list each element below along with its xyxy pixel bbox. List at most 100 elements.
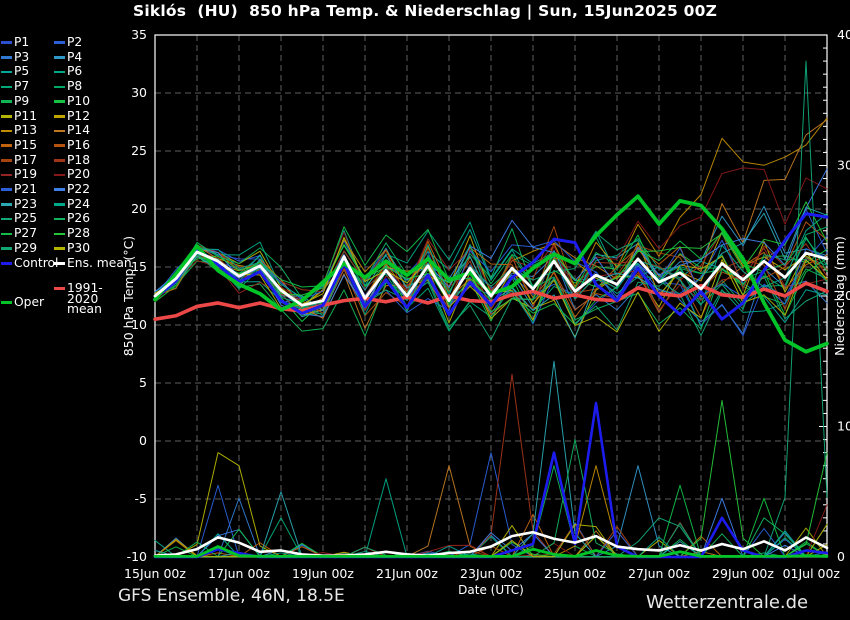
y-right-tick-label: 0 (837, 549, 845, 564)
legend-item-p25: P25 (1, 212, 37, 226)
legend-item-p6: P6 (54, 65, 82, 79)
legend-item-label: P28 (67, 226, 91, 241)
legend-line-swatch (54, 159, 65, 162)
legend-line-swatch (1, 70, 12, 74)
legend-item-p28: P28 (54, 227, 90, 241)
y-right-tick-label: 20 (837, 288, 850, 303)
legend-item-p9: P9 (1, 93, 30, 109)
ensemble-member-temp-line (154, 221, 828, 328)
legend-item-label: P1 (14, 35, 30, 49)
legend-line-swatch (1, 301, 12, 304)
legend-item-p29: P29 (1, 241, 37, 256)
y-left-tick-label: -5 (135, 491, 147, 506)
x-tick-label: 27Jun 00z (628, 566, 690, 581)
legend-item-label: P20 (67, 167, 91, 182)
x-axis-title: Date (UTC) (458, 583, 524, 597)
legend-line-swatch (54, 85, 65, 89)
legend-line-swatch (54, 287, 65, 290)
legend-item-oper: Oper (1, 296, 44, 310)
legend-item-label: P8 (67, 79, 83, 94)
legend-line-swatch (1, 56, 12, 59)
legend-line-swatch (1, 144, 12, 147)
legend-line-swatch (1, 114, 12, 118)
x-tick-label: 25Jun 00z (544, 566, 606, 581)
y-left-tick-label: 25 (131, 143, 147, 158)
legend-item-label: P6 (67, 64, 83, 79)
legend-line-swatch (1, 129, 12, 133)
legend-item-p15: P15 (1, 137, 38, 153)
legend-item-p19: P19 (1, 168, 37, 182)
legend-item-label: P27 (14, 226, 38, 241)
legend-item-label: P24 (67, 196, 91, 211)
legend-line-swatch (54, 203, 65, 206)
y-left-tick-label: -10 (127, 549, 147, 564)
legend-item-p13: P13 (1, 124, 37, 138)
oper-precip-line (153, 545, 829, 558)
legend-item-p2: P2 (54, 36, 82, 50)
ensemble-member-temp-line (154, 240, 828, 338)
legend-line-swatch (1, 159, 12, 162)
legend-item-p18: P18 (54, 152, 91, 168)
legend-item-label: Control (14, 256, 59, 270)
legend-line-swatch (54, 114, 65, 118)
legend-item-p3: P3 (1, 49, 30, 65)
model-info-label: GFS Ensemble, 46N, 18.5E (118, 586, 345, 606)
legend-item-label: P15 (14, 137, 38, 152)
legend-item-label: P12 (67, 108, 91, 123)
legend-line-swatch (1, 232, 12, 236)
legend-line-swatch (54, 144, 65, 147)
y-left-tick-label: 5 (139, 375, 147, 390)
legend-item-p16: P16 (54, 138, 90, 153)
y-left-tick-label: 20 (131, 201, 147, 216)
legend-line-swatch (54, 100, 65, 103)
site-credit-label: Wetterzentrale.de (646, 592, 809, 613)
legend-item-label: P18 (67, 152, 91, 167)
legend-line-swatch (1, 188, 12, 191)
legend-item-p22: P22 (54, 183, 90, 197)
legend-item-p24: P24 (54, 196, 91, 212)
legend-item-label: P2 (67, 35, 83, 49)
legend-line-swatch (1, 203, 12, 206)
legend-line-swatch (1, 217, 12, 221)
legend-item-label: P25 (14, 211, 38, 226)
legend-item-p17: P17 (1, 152, 38, 168)
legend-item-p5: P5 (1, 65, 29, 79)
legend-item-p11: P11 (1, 109, 37, 124)
legend-item-p10: P10 (54, 94, 90, 109)
legend-item-label: Ens. mean (67, 256, 132, 270)
x-tick-label: 01Jul 00z (783, 566, 841, 581)
legend-item-label: P9 (14, 93, 30, 108)
legend-item-label: P17 (14, 152, 38, 167)
legend-line-swatch (54, 188, 65, 191)
ensemble-legend: P1 P2 P3 P4 P5 P6 P7 P8 P9 P10 P11 P12 P13 P14 P15 P16 P… (0, 0, 152, 620)
legend-item-label: P7 (14, 79, 30, 94)
legend-item-label: P14 (67, 123, 91, 138)
legend-item-p7: P7 (1, 80, 29, 94)
legend-line-swatch (54, 70, 65, 74)
legend-line-swatch (1, 173, 12, 177)
y-left-tick-label: 0 (139, 433, 147, 448)
legend-item-label: 1991-2020 mean (67, 281, 103, 316)
legend-item-ens-mean: Ens. mean (54, 257, 132, 271)
legend-line-swatch (54, 262, 65, 265)
y-right-tick-label: 30 (837, 158, 850, 173)
legend-item-label: Oper (14, 295, 45, 309)
legend-item-p27: P27 (1, 227, 37, 241)
x-tick-label: 15Jun 00z (124, 566, 186, 581)
control-temp-line (153, 212, 829, 321)
y-left-tick-label: 10 (131, 317, 147, 332)
legend-item-label: P30 (67, 240, 91, 255)
legend-item-label: P13 (14, 123, 38, 138)
legend-item-control: Control (1, 257, 58, 271)
legend-item-p4: P4 (54, 50, 82, 65)
legend-item-label: P3 (14, 49, 30, 64)
legend-line-swatch (54, 41, 65, 44)
y-right-tick-label: 40 (837, 27, 850, 42)
x-tick-label: 17Jun 00z (208, 566, 270, 581)
legend-item-label: P5 (14, 64, 30, 79)
legend-item-clim-mean: 1991-2020 mean (54, 282, 131, 315)
legend-line-swatch (1, 41, 12, 44)
legend-item-p8: P8 (54, 80, 82, 94)
